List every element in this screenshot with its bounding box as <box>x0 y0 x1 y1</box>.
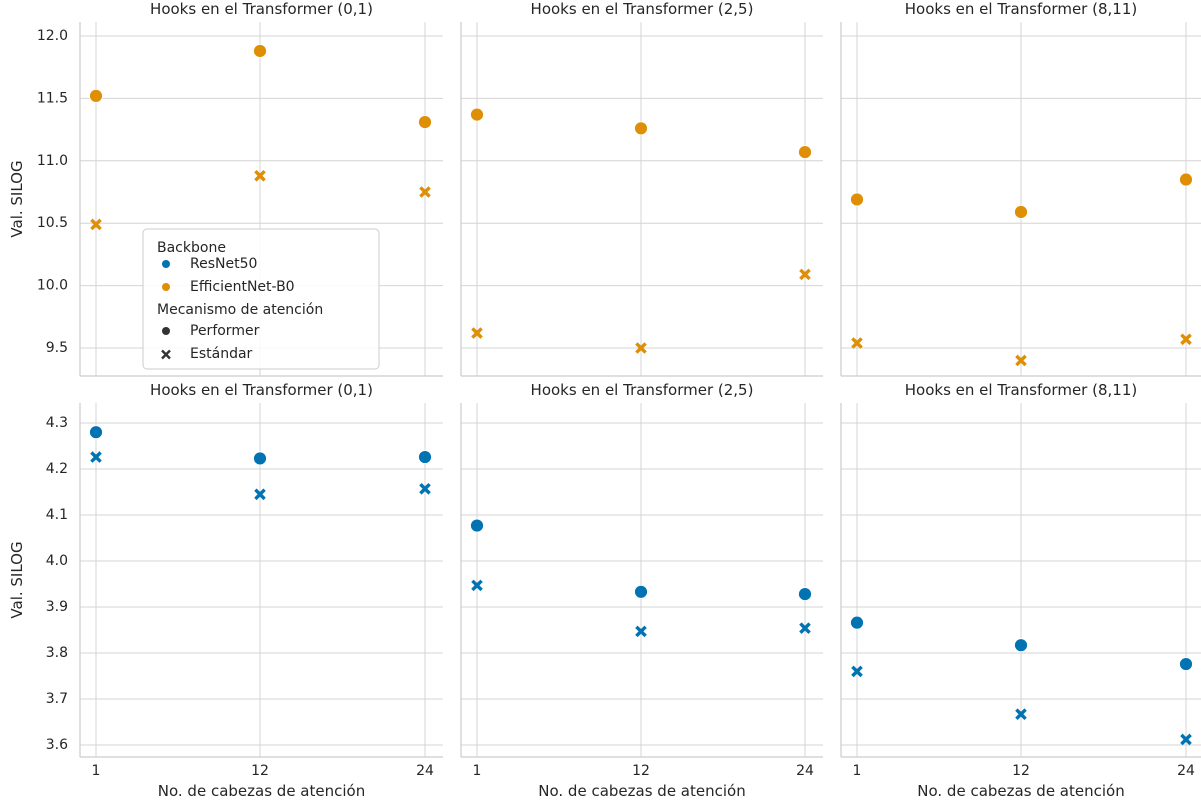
panel-title: Hooks en el Transformer (0,1) <box>150 381 373 399</box>
panel-title: Hooks en el Transformer (2,5) <box>531 0 754 18</box>
marker-performer <box>253 451 267 466</box>
x-axis-label: No. de cabezas de atención <box>158 782 365 800</box>
panels-layer: Hooks en el Transformer (0,1) 9.5 10.0 10.5… <box>8 0 1201 800</box>
y-tick-label: 4.2 <box>46 461 68 477</box>
panel-5: Hooks en el Transformer (2,5) 1 12 24 No. de… <box>460 381 823 800</box>
marker-performer <box>798 145 812 159</box>
marker-performer <box>634 121 648 136</box>
marker-performer <box>1179 172 1193 187</box>
marker-performer <box>89 89 103 103</box>
y-tick-label: 9.5 <box>46 340 68 356</box>
marker-estandar <box>851 665 863 678</box>
panel-4: Hooks en el Transformer (0,1) 3.6 3.7 3.8 3.… <box>8 381 443 800</box>
x-tick-label: 12 <box>251 763 269 779</box>
x-tick-label: 1 <box>473 763 482 779</box>
x-axis-label: No. de cabezas de atención <box>538 782 745 800</box>
panel-title: Hooks en el Transformer (0,1) <box>150 0 373 18</box>
marker-estandar <box>799 622 811 634</box>
x-tick-label: 24 <box>796 763 814 779</box>
marker-estandar <box>1015 354 1027 367</box>
marker-performer <box>634 584 648 599</box>
marker-estandar <box>90 218 102 231</box>
y-tick-label: 10.5 <box>37 215 68 231</box>
legend: Backbone ResNet50 EfficientNet-B0 Mecani… <box>142 228 380 370</box>
legend-performer-marker <box>162 327 170 335</box>
y-axis-label: Val. SILOG <box>8 541 26 618</box>
marker-performer <box>798 587 812 602</box>
x-tick-label: 1 <box>853 763 862 779</box>
legend-performer-label: Performer <box>190 323 260 339</box>
marker-performer <box>1179 657 1193 671</box>
x-tick-label: 12 <box>1012 763 1030 779</box>
y-tick-label: 3.6 <box>46 737 68 753</box>
legend-efficientnet-label: EfficientNet-B0 <box>190 279 295 295</box>
y-tick-label: 11.0 <box>37 153 68 169</box>
marker-performer <box>470 107 484 122</box>
y-tick-label: 3.8 <box>46 645 68 661</box>
y-tick-label: 3.9 <box>46 599 68 615</box>
marker-estandar <box>254 169 266 182</box>
marker-estandar <box>419 482 431 495</box>
marker-performer <box>418 115 432 130</box>
legend-resnet50-dot <box>162 260 170 268</box>
panel-3: Hooks en el Transformer (8,11) <box>840 0 1201 377</box>
x-tick-label: 12 <box>632 763 650 779</box>
marker-estandar <box>635 342 647 354</box>
panel-2: Hooks en el Transformer (2,5) <box>460 0 823 377</box>
legend-estandar-marker <box>161 349 171 360</box>
y-tick-label: 12.0 <box>37 28 68 44</box>
marker-performer <box>1014 205 1028 219</box>
legend-attention-title: Mecanismo de atención <box>157 302 323 318</box>
marker-estandar <box>419 186 431 198</box>
marker-estandar <box>799 268 811 281</box>
y-tick-label: 10.0 <box>37 278 68 294</box>
marker-estandar <box>254 488 266 501</box>
marker-performer <box>89 425 103 440</box>
x-axis-label: No. de cabezas de atención <box>917 782 1124 800</box>
panel-title: Hooks en el Transformer (2,5) <box>531 381 754 399</box>
y-tick-label: 11.5 <box>37 90 68 106</box>
panel-1: Hooks en el Transformer (0,1) 9.5 10.0 10.5… <box>8 0 443 377</box>
panel-6: Hooks en el Transformer (8,11) 1 12 24 No. d… <box>840 381 1201 800</box>
marker-performer <box>418 450 432 464</box>
legend-estandar-label: Estándar <box>190 346 253 362</box>
marker-estandar <box>1180 333 1192 346</box>
marker-performer <box>850 615 864 630</box>
x-tick-label: 1 <box>92 763 101 779</box>
marker-performer <box>253 44 267 58</box>
marker-estandar <box>471 579 483 592</box>
marker-estandar <box>471 327 483 339</box>
legend-backbone-title: Backbone <box>157 240 226 256</box>
x-tick-label: 24 <box>416 763 434 779</box>
y-tick-label: 3.7 <box>46 691 68 707</box>
marker-estandar <box>1015 708 1027 720</box>
panel-title: Hooks en el Transformer (8,11) <box>905 381 1137 399</box>
y-axis-label: Val. SILOG <box>8 160 26 237</box>
y-tick-label: 4.0 <box>46 553 68 569</box>
marker-performer <box>470 518 484 533</box>
marker-performer <box>1014 638 1028 653</box>
panel-title: Hooks en el Transformer (8,11) <box>905 0 1137 18</box>
legend-resnet50-label: ResNet50 <box>190 256 257 272</box>
marker-performer <box>850 192 864 207</box>
legend-efficientnet-dot <box>162 283 170 291</box>
marker-estandar <box>851 337 863 349</box>
marker-estandar <box>1180 733 1192 746</box>
x-tick-label: 24 <box>1177 763 1195 779</box>
marker-estandar <box>635 625 647 638</box>
legend-frame <box>142 228 380 370</box>
y-tick-label: 4.3 <box>46 415 68 431</box>
marker-estandar <box>90 451 102 463</box>
y-tick-label: 4.1 <box>46 507 68 523</box>
